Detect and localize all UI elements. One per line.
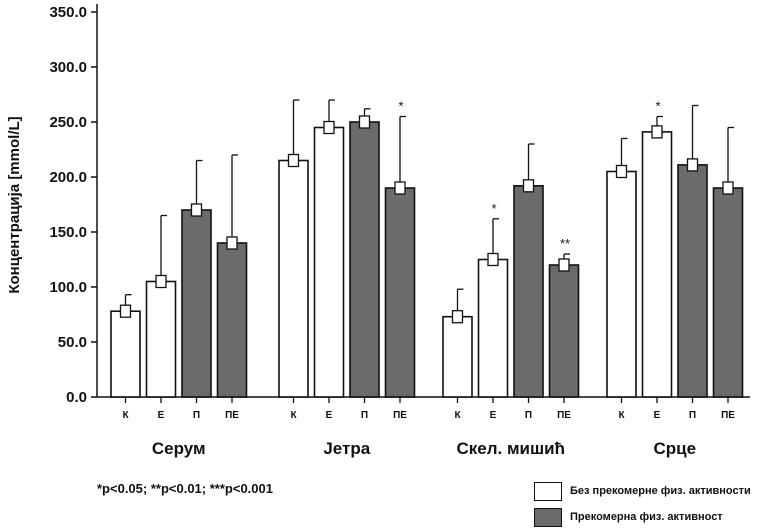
- mean-marker: [651, 125, 663, 139]
- bar: [216, 242, 248, 398]
- y-tick-label: 100.0: [49, 279, 87, 296]
- bar: [349, 121, 380, 398]
- x-category-label: ПЕ: [225, 410, 239, 421]
- significance-marker: *: [655, 99, 660, 114]
- mean-marker: [522, 179, 535, 193]
- mean-marker: [226, 236, 238, 250]
- bar: [384, 187, 416, 398]
- mean-marker: [686, 158, 699, 172]
- group-label: Срце: [653, 439, 696, 458]
- bar-chart: Концентрација [mmol/L] 0.0 50.0 100.0 150.0 2…: [6, 4, 750, 458]
- x-category-label: К: [122, 410, 129, 421]
- significance-marker: **: [560, 236, 570, 251]
- bar: [513, 185, 544, 398]
- y-tick-label: 200.0: [49, 169, 87, 186]
- mean-marker: [722, 181, 734, 195]
- y-tick-label: 50.0: [58, 334, 87, 351]
- bar: [712, 187, 744, 398]
- mean-marker: [190, 203, 203, 217]
- bar: [677, 164, 708, 398]
- x-category-label: Е: [654, 410, 661, 421]
- mean-marker: [323, 120, 335, 135]
- bar: [313, 126, 345, 398]
- x-category-label: Е: [490, 410, 497, 421]
- mean-marker: [615, 164, 628, 179]
- bar: [110, 310, 141, 398]
- significance-marker: *: [491, 201, 496, 216]
- legend-swatch-white: [534, 481, 562, 501]
- mean-marker: [358, 115, 371, 129]
- bar: [477, 258, 509, 398]
- significance-footnote: *p<0.05; **p<0.01; ***p<0.001: [97, 481, 273, 496]
- x-category-label: Е: [158, 410, 165, 421]
- legend-item-no-exercise: Без прекомерне физ. активности: [534, 480, 751, 502]
- y-tick-label: 150.0: [49, 224, 87, 241]
- legend-label: Без прекомерне физ. активности: [570, 485, 751, 497]
- x-category-label: П: [361, 410, 368, 421]
- y-tick-label: 250.0: [49, 114, 87, 131]
- significance-marker: *: [398, 99, 403, 114]
- x-category-label: П: [689, 410, 696, 421]
- x-category-label: К: [454, 410, 461, 421]
- x-category-label: К: [290, 410, 297, 421]
- mean-marker: [155, 274, 167, 289]
- mean-marker: [287, 153, 300, 168]
- legend-swatch-gray: [534, 507, 562, 527]
- bar: [278, 159, 309, 398]
- legend: Без прекомерне физ. активности Прекомерн…: [534, 480, 751, 532]
- x-category-label: Е: [326, 410, 333, 421]
- bar: [606, 170, 637, 398]
- x-category-label: К: [618, 410, 625, 421]
- bar: [548, 264, 580, 398]
- mean-marker: [487, 252, 499, 267]
- y-tick-label: 300.0: [49, 59, 87, 76]
- x-category-label: П: [193, 410, 200, 421]
- group-label: Скел. мишић: [456, 439, 565, 458]
- mean-marker: [394, 181, 406, 195]
- bar: [641, 131, 673, 398]
- bar: [181, 209, 212, 398]
- y-axis-label: Концентрација [mmol/L]: [6, 116, 23, 293]
- x-category-label: ПЕ: [557, 410, 571, 421]
- mean-marker: [558, 258, 570, 272]
- mean-marker: [119, 304, 132, 318]
- x-category-label: ПЕ: [393, 410, 407, 421]
- bar: [145, 280, 177, 398]
- y-tick-label: 0.0: [66, 389, 87, 406]
- y-tick-label: 350.0: [49, 4, 87, 21]
- x-category-label: П: [525, 410, 532, 421]
- mean-marker: [451, 310, 464, 324]
- group-label: Јетра: [323, 439, 370, 458]
- legend-label: Прекомерна физ. активност: [570, 511, 723, 523]
- group-label: Серум: [152, 439, 206, 458]
- bar: [442, 315, 473, 398]
- x-category-label: ПЕ: [721, 410, 735, 421]
